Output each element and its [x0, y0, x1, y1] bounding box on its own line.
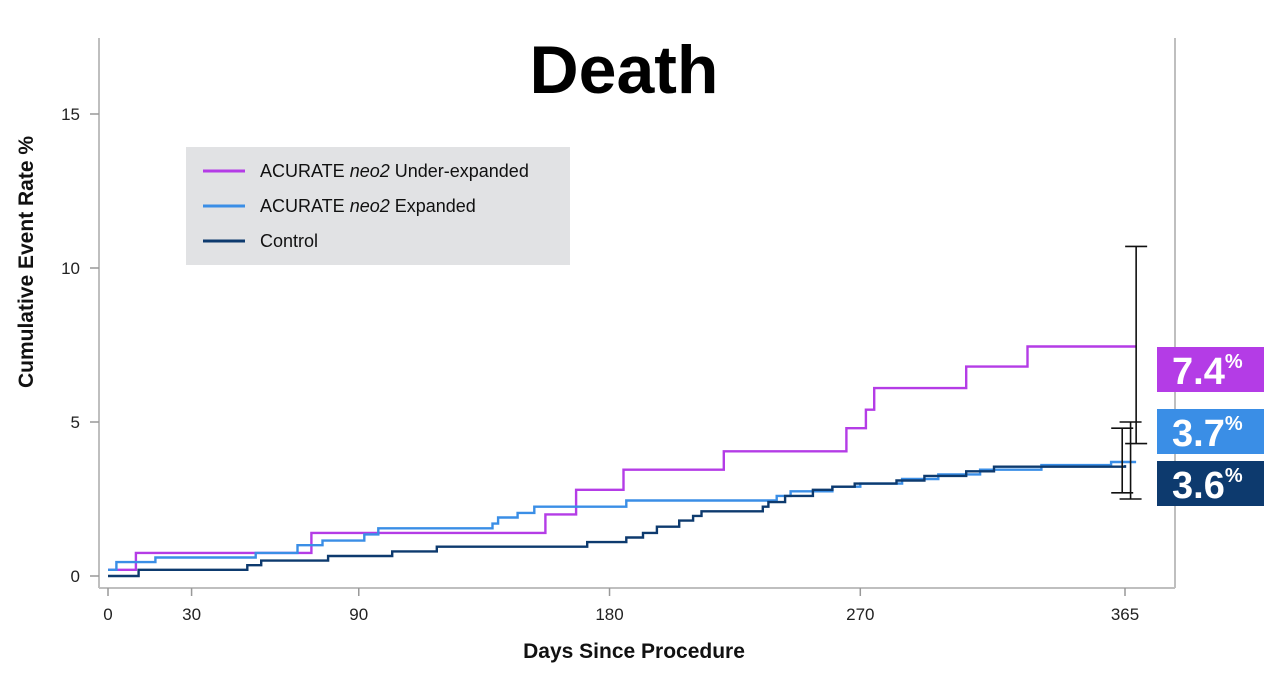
badge-box	[1157, 347, 1264, 392]
y-tick-label: 10	[61, 259, 80, 278]
x-tick-label: 270	[846, 605, 874, 624]
y-tick-label: 5	[71, 413, 80, 432]
final-rate-badge: 3.6%	[1157, 461, 1264, 507]
x-axis-title: Days Since Procedure	[523, 640, 745, 663]
y-axis-title: Cumulative Event Rate %	[15, 136, 38, 388]
legend-label: ACURATE neo2 Under-expanded	[260, 161, 529, 181]
series-line	[108, 460, 1137, 571]
series-layer	[108, 345, 1137, 578]
axis-ticks: 0 30 90 180 270 365 0 5 10 15	[61, 105, 1139, 624]
x-tick-label: 90	[349, 605, 368, 624]
badge-box	[1157, 461, 1264, 506]
final-rate-label: 7.4%	[1172, 351, 1243, 393]
y-tick-label: 0	[71, 567, 80, 586]
badge-box	[1157, 409, 1264, 454]
x-tick-label: 30	[182, 605, 201, 624]
final-rate-badges: 7.4% 3.7% 3.6%	[1157, 347, 1264, 507]
y-tick-label: 15	[61, 105, 80, 124]
x-tick-label: 180	[595, 605, 623, 624]
legend: ACURATE neo2 Under-expanded ACURATE neo2 …	[186, 147, 570, 265]
final-rate-label: 3.6%	[1172, 465, 1243, 507]
final-rate-badge: 3.7%	[1157, 409, 1264, 455]
series-line	[108, 465, 1127, 578]
legend-box	[186, 147, 570, 265]
plot-frame	[98, 38, 1176, 589]
confidence-intervals	[1111, 245, 1148, 500]
chart-title: Death	[530, 32, 719, 108]
final-rate-badge: 7.4%	[1157, 347, 1264, 393]
series-line	[108, 345, 1137, 571]
final-rate-label: 3.7%	[1172, 413, 1243, 455]
x-tick-label: 365	[1111, 605, 1139, 624]
legend-label: Control	[260, 231, 318, 251]
legend-label: ACURATE neo2 Expanded	[260, 196, 476, 216]
x-tick-label: 0	[103, 605, 112, 624]
